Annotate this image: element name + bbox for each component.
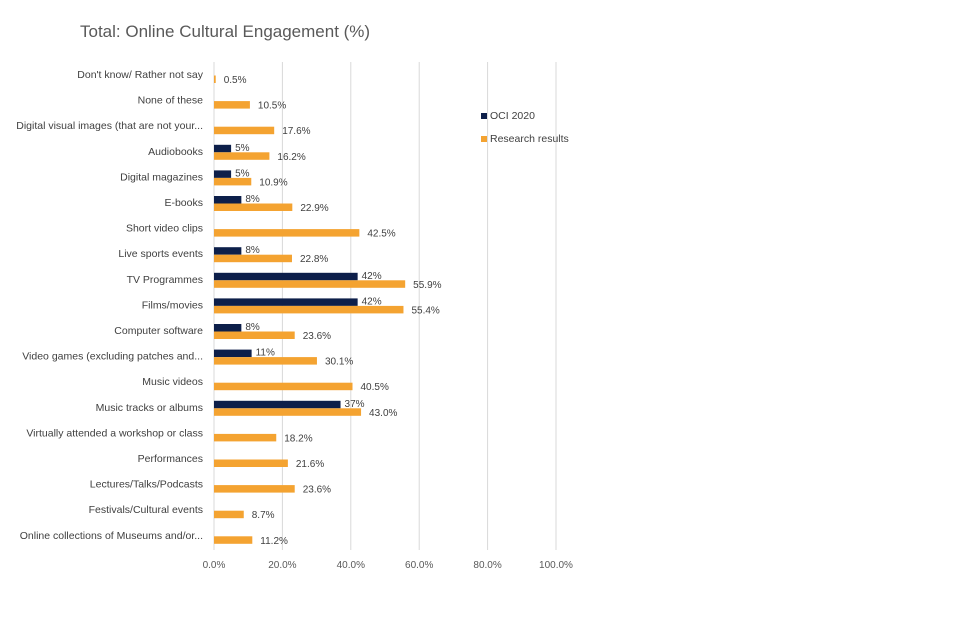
data-label-research-results: 10.9%: [259, 177, 287, 188]
bar-research-results: [214, 485, 295, 493]
category-label: Digital magazines: [120, 171, 203, 183]
data-label-research-results: 11.2%: [260, 536, 288, 547]
legend-label: OCI 2020: [490, 110, 535, 122]
category-label: Online collections of Museums and/or...: [20, 530, 203, 542]
bar-oci-2020: [214, 298, 358, 306]
bar-research-results: [214, 357, 317, 365]
bar-research-results: [214, 433, 277, 442]
category-label: Music videos: [142, 376, 203, 388]
data-label-research-results: 55.9%: [413, 280, 441, 291]
bar-research-results: [214, 305, 404, 314]
chart-title: Total: Online Cultural Engagement (%): [80, 22, 371, 41]
bar-research-results: [214, 229, 360, 237]
bar-oci-2020: [214, 400, 341, 409]
data-labels: 0.5% 10.5% 17.6% 5% 16.2% 5% 10.9% 8% 22.9% 42.5%…: [224, 75, 442, 547]
bar-research-results: [214, 75, 216, 83]
x-axis-ticks: 0.0% 20.0% 40.0% 60.0% 80.0% 100.0%: [203, 560, 573, 571]
category-label: None of these: [138, 95, 204, 107]
bar-research-results: [214, 101, 250, 109]
legend-label: Research results: [490, 133, 569, 145]
bar-research-results: [214, 382, 353, 391]
x-tick-label: 80.0%: [473, 560, 501, 571]
bar-research-results: [214, 280, 406, 288]
data-label-oci-2020: 8%: [245, 245, 260, 256]
category-label: Music tracks or albums: [96, 402, 203, 414]
data-label-oci-2020: 37%: [345, 399, 365, 410]
bar-oci-2020: [214, 324, 242, 332]
bar-oci-2020: [214, 144, 232, 153]
data-label-oci-2020: 11%: [256, 348, 275, 359]
category-label: Festivals/Cultural events: [89, 504, 203, 516]
category-label: TV Programmes: [127, 274, 203, 286]
x-tick-label: 60.0%: [405, 560, 433, 571]
bar-research-results: [214, 408, 362, 416]
category-label: Computer software: [114, 325, 203, 337]
category-label: Films/movies: [142, 299, 203, 311]
data-label-research-results: 42.5%: [367, 229, 395, 240]
data-label-research-results: 16.2%: [277, 152, 305, 163]
data-label-research-results: 18.2%: [284, 433, 312, 444]
category-label: Lectures/Talks/Podcasts: [90, 479, 203, 491]
x-tick-label: 40.0%: [337, 560, 365, 571]
data-label-research-results: 0.5%: [224, 75, 247, 86]
legend-swatch: [481, 136, 487, 142]
category-label: Video games (excluding patches and...: [22, 351, 203, 363]
data-label-research-results: 43.0%: [369, 408, 397, 419]
category-labels: Don't know/ Rather not say None of these D…: [16, 69, 204, 542]
data-label-research-results: 10.5%: [258, 101, 286, 112]
bars: [214, 75, 406, 544]
category-label: Virtually attended a workshop or class: [26, 427, 203, 439]
data-label-research-results: 30.1%: [325, 357, 353, 368]
legend-swatch: [481, 113, 487, 119]
bar-research-results: [214, 152, 270, 160]
x-tick-label: 100.0%: [539, 560, 573, 571]
data-label-research-results: 55.4%: [411, 305, 439, 316]
x-tick-label: 0.0%: [203, 560, 226, 571]
bar-research-results: [214, 536, 253, 544]
data-label-oci-2020: 8%: [245, 194, 260, 205]
x-tick-label: 20.0%: [268, 560, 296, 571]
bar-research-results: [214, 254, 292, 263]
bar-oci-2020: [214, 349, 252, 358]
bar-oci-2020: [214, 272, 358, 281]
category-label: E-books: [164, 197, 203, 209]
data-label-research-results: 22.9%: [300, 203, 328, 214]
bar-research-results: [214, 177, 252, 186]
bar-oci-2020: [214, 247, 242, 255]
data-label-research-results: 23.6%: [303, 485, 331, 496]
legend: OCI 2020 Research results: [481, 110, 569, 145]
data-label-research-results: 40.5%: [361, 382, 389, 393]
bar-research-results: [214, 331, 295, 339]
data-label-oci-2020: 5%: [235, 143, 250, 154]
category-label: Digital visual images (that are not your…: [16, 120, 203, 132]
bar-research-results: [214, 459, 288, 467]
data-label-oci-2020: 5%: [235, 168, 250, 179]
category-label: Audiobooks: [148, 146, 203, 158]
bar-oci-2020: [214, 196, 242, 204]
data-label-oci-2020: 42%: [362, 296, 382, 307]
bar-research-results: [214, 126, 275, 135]
bar-research-results: [214, 203, 293, 211]
data-label-research-results: 8.7%: [252, 510, 275, 521]
data-label-research-results: 23.6%: [303, 331, 331, 342]
data-label-oci-2020: 8%: [245, 322, 260, 333]
category-label: Performances: [138, 453, 203, 465]
category-label: Short video clips: [126, 223, 203, 235]
data-label-research-results: 22.8%: [300, 254, 328, 265]
category-label: Don't know/ Rather not say: [77, 69, 203, 81]
data-label-research-results: 17.6%: [282, 126, 310, 137]
data-label-research-results: 21.6%: [296, 459, 324, 470]
data-label-oci-2020: 42%: [362, 271, 382, 282]
bar-research-results: [214, 510, 244, 519]
category-label: Live sports events: [118, 248, 203, 260]
bar-oci-2020: [214, 170, 232, 178]
